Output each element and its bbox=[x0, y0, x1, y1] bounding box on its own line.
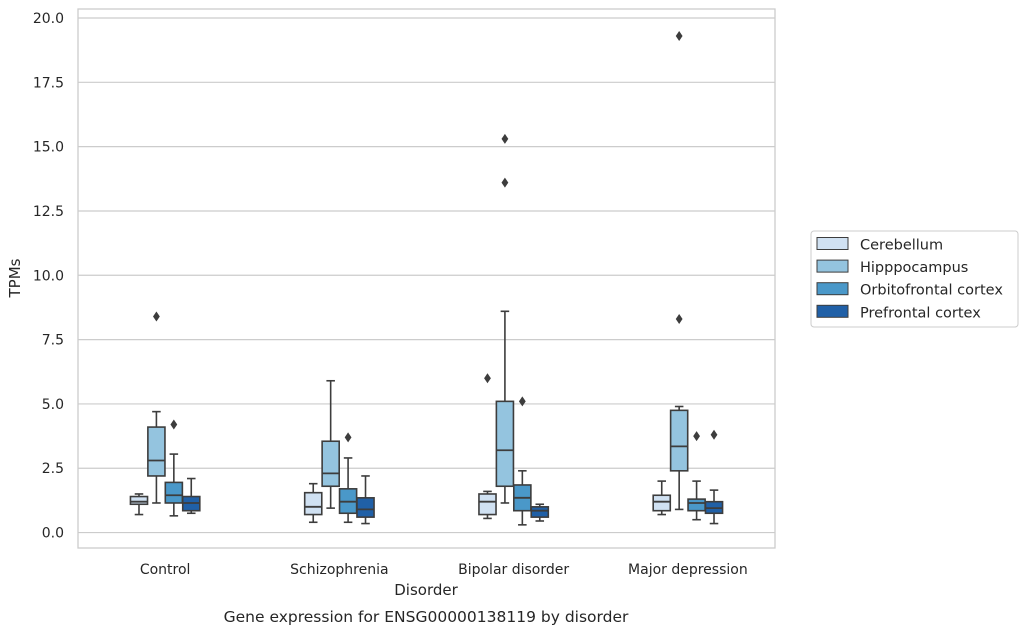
y-tick-label: 2.5 bbox=[42, 461, 64, 477]
legend-swatch bbox=[816, 282, 849, 296]
outlier-marker bbox=[344, 432, 352, 443]
box-orbitofrontal-cortex bbox=[687, 431, 706, 521]
legend-label: Hipppocampus bbox=[860, 260, 968, 276]
box-plots bbox=[129, 31, 724, 526]
box-iqr bbox=[321, 440, 341, 488]
box-iqr bbox=[129, 495, 149, 506]
box-hipppocampus bbox=[495, 133, 515, 504]
box-iqr bbox=[495, 400, 515, 488]
box-iqr bbox=[530, 506, 550, 518]
y-tick-label: 0.0 bbox=[42, 526, 64, 542]
y-tick-labels: 0.0 2.5 5.0 7.5 10.0 12.5 15.0 17.5 20.0 bbox=[33, 11, 64, 542]
box-prefrontal-cortex bbox=[530, 503, 550, 522]
box-iqr bbox=[147, 426, 166, 477]
figure-caption: Gene expression for ENSG00000138119 by d… bbox=[224, 608, 629, 626]
box-iqr bbox=[652, 494, 672, 512]
box-orbitofrontal-cortex bbox=[164, 419, 184, 517]
outlier-marker bbox=[675, 31, 683, 42]
y-tick-label: 12.5 bbox=[33, 204, 64, 220]
outlier-marker bbox=[170, 419, 178, 430]
legend-label: Cerebellum bbox=[860, 238, 943, 254]
y-axis-label: TPMs bbox=[6, 258, 24, 298]
legend: Cerebellum Hipppocampus Orbitofrontal cort… bbox=[810, 230, 1019, 328]
outlier-marker bbox=[518, 396, 526, 407]
outlier-marker bbox=[501, 133, 509, 144]
x-tick-label: Major depression bbox=[628, 562, 748, 578]
box-iqr bbox=[356, 497, 375, 518]
legend-swatch bbox=[816, 237, 849, 250]
y-tick-label: 7.5 bbox=[42, 333, 64, 349]
x-tick-label: Bipolar disorder bbox=[458, 562, 569, 578]
outlier-marker bbox=[710, 429, 718, 440]
outlier-marker bbox=[484, 373, 491, 384]
y-tick-label: 10.0 bbox=[33, 268, 64, 284]
outlier-marker bbox=[693, 431, 700, 442]
legend-label: Orbitofrontal cortex bbox=[860, 283, 1003, 299]
legend-item: Prefrontal cortex bbox=[816, 304, 981, 321]
box-orbitofrontal-cortex bbox=[338, 432, 358, 524]
outlier-marker bbox=[675, 314, 683, 325]
box-prefrontal-cortex bbox=[181, 477, 201, 515]
legend-swatch bbox=[816, 259, 849, 273]
box-iqr bbox=[687, 498, 706, 512]
box-orbitofrontal-cortex bbox=[512, 396, 532, 526]
legend-item: Orbitofrontal cortex bbox=[816, 282, 1003, 299]
y-tick-label: 5.0 bbox=[42, 397, 64, 413]
box-iqr bbox=[669, 409, 689, 472]
legend-swatch bbox=[816, 304, 849, 318]
y-gridlines bbox=[78, 17, 775, 534]
legend-item: Hipppocampus bbox=[816, 259, 968, 276]
x-axis-label: Disorder bbox=[394, 581, 458, 599]
x-tick-label: Control bbox=[140, 562, 191, 578]
box-cerebellum bbox=[129, 493, 149, 516]
box-iqr bbox=[478, 493, 497, 516]
plot-frame bbox=[77, 8, 776, 549]
y-tick-label: 20.0 bbox=[33, 11, 64, 27]
box-prefrontal-cortex bbox=[356, 475, 375, 525]
y-tick-label: 15.0 bbox=[33, 140, 64, 156]
outlier-marker bbox=[153, 311, 160, 322]
legend-frame bbox=[810, 230, 1019, 328]
x-tick-label: Schizophrenia bbox=[290, 562, 388, 578]
legend-label: Prefrontal cortex bbox=[860, 305, 981, 321]
box-cerebellum bbox=[303, 482, 323, 524]
box-prefrontal-cortex bbox=[704, 429, 724, 525]
x-tick-labels: Control Schizophrenia Bipolar disorder Majo… bbox=[140, 562, 748, 578]
y-tick-label: 17.5 bbox=[33, 75, 64, 91]
legend-item: Cerebellum bbox=[816, 237, 943, 254]
outlier-marker bbox=[501, 177, 509, 188]
box-iqr bbox=[164, 481, 184, 504]
box-cerebellum bbox=[652, 480, 672, 516]
box-hipppocampus bbox=[321, 379, 341, 509]
box-hipppocampus bbox=[669, 31, 689, 511]
box-cerebellum bbox=[478, 373, 497, 520]
box-iqr bbox=[303, 491, 323, 516]
box-hipppocampus bbox=[147, 311, 166, 504]
